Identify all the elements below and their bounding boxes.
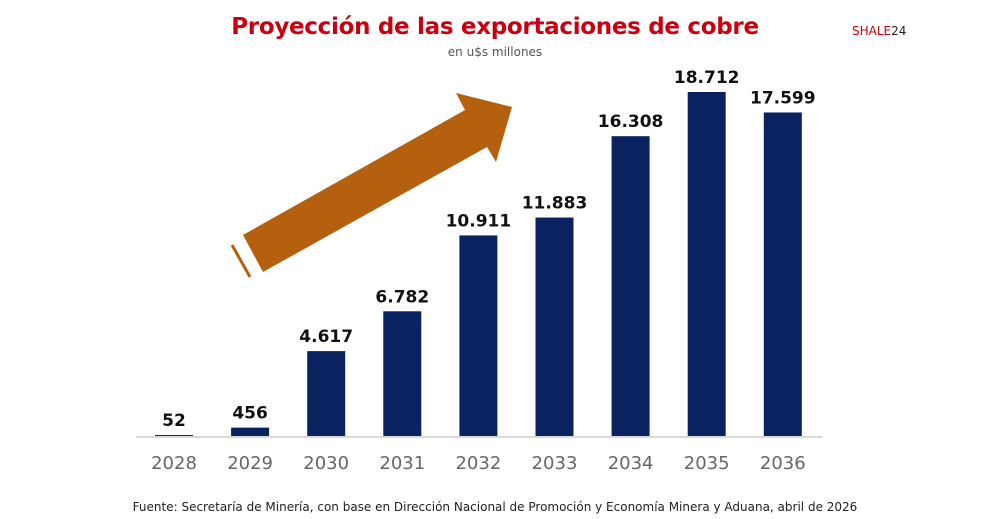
x-tick-label: 2030	[303, 453, 349, 474]
source-note: Fuente: Secretaría de Minería, con base …	[132, 500, 858, 514]
data-label: 6.782	[375, 287, 429, 307]
trend-arrow-shape	[243, 93, 512, 272]
brand-logo: SHALE24	[852, 24, 906, 38]
bar-2028	[155, 435, 193, 436]
bar-2032	[459, 235, 498, 436]
bar-2035	[687, 92, 726, 436]
x-tick-label: 2034	[608, 453, 654, 474]
data-label: 18.712	[674, 68, 740, 88]
bar-2030	[307, 351, 346, 436]
x-tick-label: 2032	[455, 453, 501, 474]
data-label: 16.308	[598, 112, 664, 132]
bar-2036	[763, 112, 802, 437]
x-tick-label: 2035	[684, 453, 730, 474]
bar-2029	[231, 427, 270, 436]
data-label: 4.617	[299, 327, 353, 347]
x-tick-label: 2036	[760, 453, 806, 474]
brand-suffix: 24	[891, 24, 907, 38]
trend-arrow	[230, 93, 512, 278]
x-tick-label: 2033	[532, 453, 578, 474]
brand-prefix: SHALE	[852, 24, 892, 38]
data-label: 17.599	[750, 88, 816, 108]
chart-subtitle: en u$s millones	[447, 45, 543, 59]
bar-2033	[535, 217, 574, 436]
arrow-stripe	[237, 241, 257, 275]
data-label: 52	[162, 411, 186, 431]
data-label: 456	[232, 404, 268, 424]
data-label: 10.911	[446, 211, 512, 231]
bar-2034	[611, 136, 650, 437]
x-tick-label: 2031	[379, 453, 425, 474]
bar-2031	[383, 311, 422, 436]
x-tick-label: 2029	[227, 453, 273, 474]
chart-title: Proyección de las exportaciones de cobre	[231, 14, 759, 40]
x-tick-label: 2028	[151, 453, 197, 474]
data-label: 11.883	[522, 194, 588, 214]
arrow-stripe	[230, 244, 252, 278]
